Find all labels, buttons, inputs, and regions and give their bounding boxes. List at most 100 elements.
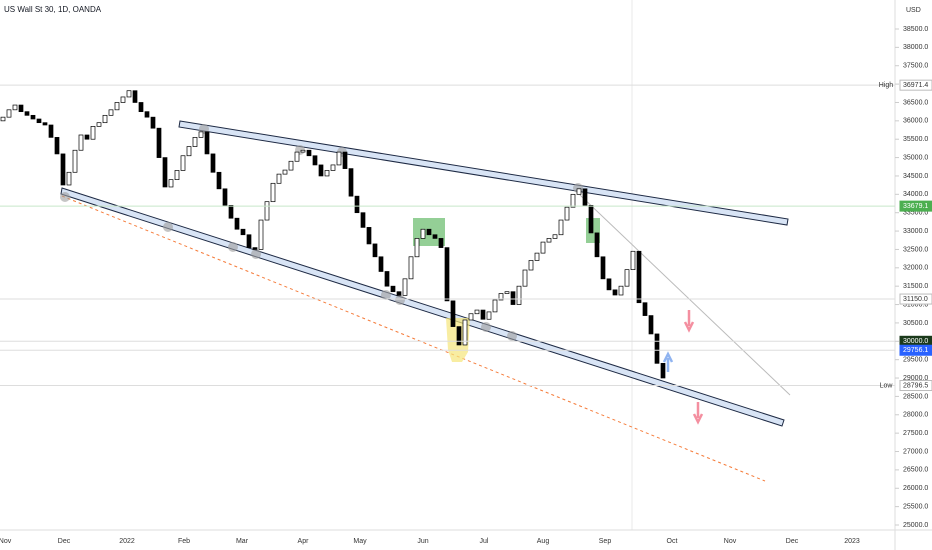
x-tick-label: Apr: [298, 538, 310, 545]
x-tick-label: Nov: [0, 538, 12, 545]
candle: [48, 124, 54, 138]
candle: [132, 90, 138, 103]
candle: [462, 319, 468, 346]
candle: [360, 212, 366, 228]
y-tick-label: 38000.0: [903, 44, 928, 51]
candle: [432, 234, 438, 239]
candle: [120, 96, 126, 103]
candle: [78, 134, 84, 151]
candle: [570, 193, 576, 208]
candle: [606, 278, 612, 291]
price-tag-label: 30000.0: [903, 338, 928, 345]
candle: [252, 247, 258, 250]
x-tick-label: Nov: [724, 538, 737, 545]
chart-title: US Wall St 30, 1D, OANDA: [4, 5, 102, 14]
y-tick-label: 37500.0: [903, 63, 928, 70]
candle: [558, 219, 564, 236]
y-tick-label: 38500.0: [903, 26, 928, 33]
candle: [510, 291, 516, 305]
candle: [564, 206, 570, 221]
candle: [216, 171, 222, 190]
candle: [264, 201, 270, 221]
candle: [180, 155, 186, 171]
candle: [648, 315, 654, 335]
candle: [24, 111, 30, 116]
candle: [546, 238, 552, 243]
candle: [282, 169, 288, 175]
candle: [522, 269, 528, 287]
price-tag: [899, 380, 932, 392]
y-tick-label: 25000.0: [903, 522, 928, 529]
candle: [642, 302, 648, 316]
candle: [42, 122, 48, 126]
price-tag: [899, 293, 932, 305]
candle: [354, 195, 360, 214]
price-tag: [899, 79, 932, 91]
x-tick-label: 2022: [119, 538, 135, 545]
candle: [174, 170, 180, 180]
candle: [576, 188, 582, 195]
y-tick-label: 32000.0: [903, 265, 928, 272]
candle: [468, 313, 474, 321]
candle: [114, 102, 120, 111]
y-tick-label: 29000.0: [903, 375, 928, 382]
y-tick-label: 36500.0: [903, 99, 928, 106]
x-tick-label: Jul: [480, 538, 489, 545]
candle: [540, 241, 546, 254]
candle: [270, 182, 276, 203]
candle: [348, 168, 354, 197]
candle: [156, 127, 162, 158]
candle: [336, 151, 342, 166]
candle: [474, 309, 480, 315]
candle: [588, 204, 594, 234]
x-tick-label: Dec: [58, 538, 71, 545]
candle: [138, 102, 144, 113]
x-tick-label: Sep: [599, 538, 612, 545]
y-tick-label: 31500.0: [903, 283, 928, 290]
price-tag: [899, 200, 932, 212]
candle: [504, 291, 510, 294]
candle: [36, 118, 42, 124]
price-tag-name: High: [879, 82, 894, 89]
candle: [624, 269, 630, 287]
y-tick-label: 26500.0: [903, 467, 928, 474]
candle: [192, 137, 198, 147]
candle: [222, 188, 228, 206]
candle: [552, 234, 558, 239]
candle: [66, 171, 72, 186]
up-arrow: [662, 351, 674, 372]
candle: [330, 164, 336, 171]
candle: [342, 151, 348, 169]
candle: [306, 149, 312, 157]
candle: [366, 227, 372, 245]
candle: [600, 256, 606, 280]
candle: [150, 116, 156, 129]
y-tick-label: 25500.0: [903, 503, 928, 510]
y-tick-label: 29500.0: [903, 357, 928, 364]
candle: [498, 293, 504, 301]
candle: [288, 160, 294, 171]
candle: [438, 238, 444, 248]
candle: [378, 256, 384, 272]
price-tag-label: 33679.1: [903, 203, 928, 210]
candle: [204, 131, 210, 155]
candle: [0, 116, 6, 122]
x-tick-label: Dec: [786, 538, 799, 545]
candle: [444, 247, 450, 302]
candle: [372, 243, 378, 258]
candle: [198, 131, 204, 138]
touch-point: [251, 249, 261, 259]
upper-channel: [178, 120, 789, 226]
candle: [660, 362, 666, 379]
touch-point: [228, 242, 238, 252]
trend-line: [579, 194, 791, 396]
candle: [402, 278, 408, 296]
x-tick-label: Feb: [178, 538, 190, 545]
candle: [60, 153, 66, 186]
candle: [486, 311, 492, 320]
y-tick-label: 36000.0: [903, 118, 928, 125]
candle: [186, 146, 192, 157]
candle: [108, 109, 114, 116]
